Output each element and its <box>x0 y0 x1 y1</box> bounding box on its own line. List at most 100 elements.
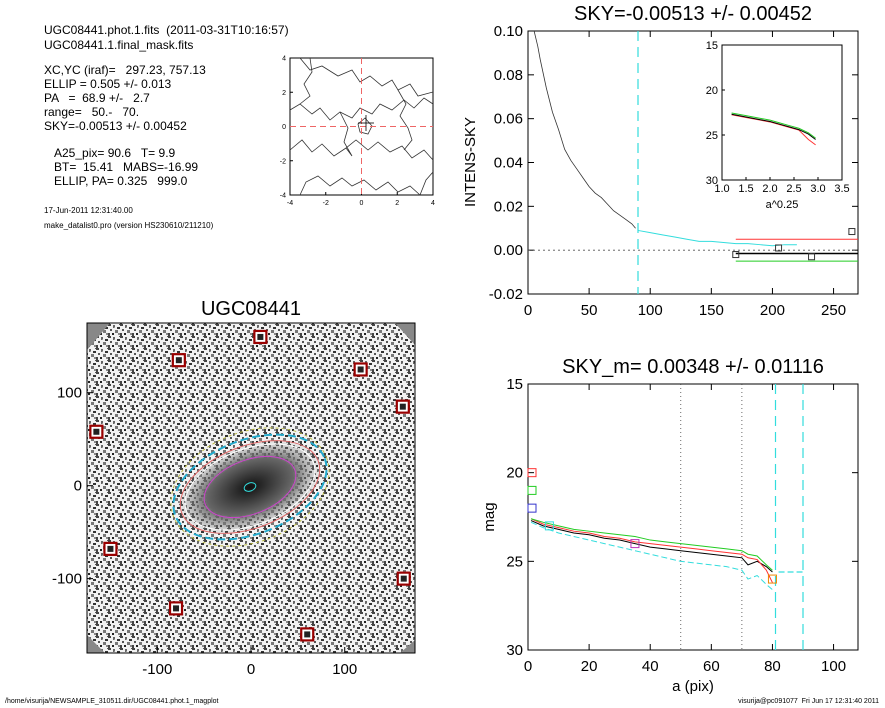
masked-star-core <box>257 333 264 340</box>
mag-xtick-label: 0 <box>524 658 532 675</box>
info-a25: A25_pix= 90.6 T= 9.9 <box>54 146 176 160</box>
profile-ytick-label: 0.08 <box>494 67 523 84</box>
outer-isophote-yellow <box>170 427 330 547</box>
inset-xtick-label: 3.0 <box>810 183 825 195</box>
isophote-white <box>184 443 316 531</box>
masked-star-core <box>304 631 311 638</box>
inset-xtick-label: 2.0 <box>762 183 777 195</box>
profile-marker <box>732 251 740 259</box>
masked-star-core <box>107 545 114 552</box>
inset-ytick-label: 25 <box>706 130 718 142</box>
contour-ytick-label: -2 <box>280 158 286 165</box>
info-ellip-pa: ELLIP, PA= 0.325 999.0 <box>54 174 188 188</box>
mag-xlabel: a (pix) <box>672 678 714 695</box>
contour-xtick-label: -4 <box>287 200 293 207</box>
footer-user: visurija@pc091077 Fri Jun 17 12:31:40 20… <box>738 698 879 705</box>
mag-xtick-label: 40 <box>642 658 659 675</box>
mag-marker-cyan <box>544 521 554 531</box>
magnitude-plot: SKY_m= 0.00348 +/- 0.01116 0 20 40 60 80 100 1… <box>481 356 859 695</box>
info-mask: UGC08441.1.final_mask.fits <box>44 38 194 52</box>
inset-frame <box>721 44 843 181</box>
contour-lines <box>289 57 434 196</box>
mag-xtick-label: 100 <box>821 658 846 675</box>
info-file: UGC08441.phot.1.fits (2011-03-31T10:16:5… <box>44 23 289 37</box>
isophote-red <box>179 440 321 534</box>
mag-series-green <box>530 518 773 571</box>
info-pa: PA = 68.9 +/- 2.7 <box>44 91 150 105</box>
profile-marker <box>848 228 856 236</box>
isophote-magenta <box>203 455 297 519</box>
mag-marker-orange <box>767 574 777 584</box>
image-title: UGC08441 <box>201 298 301 320</box>
image-xtick-label: 100 <box>332 661 357 678</box>
profile-title: SKY=-0.00513 +/- 0.00452 <box>574 3 812 25</box>
info-program: make_datalist0.pro (version HS230610/211… <box>44 221 214 230</box>
profile-ytick-label: 0.06 <box>494 111 523 128</box>
mag-ylabel: mag <box>481 502 498 531</box>
mag-marker-magenta <box>630 539 640 549</box>
inset-xtick-label: 1.5 <box>738 183 753 195</box>
profile-xtick-label: 50 <box>581 302 598 319</box>
inset-black-curve <box>731 113 816 140</box>
contour-xtick-label: 0 <box>360 200 364 207</box>
info-range: range= 50.- 70. <box>44 105 140 119</box>
footer-path: /home/visurija/NEWSAMPLE_310511.dir/UGC0… <box>5 698 219 705</box>
profile-xtick-label: 100 <box>638 302 663 319</box>
contour-ytick-label: 2 <box>282 90 286 97</box>
isophote-cyan <box>172 433 328 541</box>
profile-ytick-label: 0.00 <box>494 242 523 259</box>
contour-ytick-label: 4 <box>282 56 286 63</box>
mag-xtick-label: 80 <box>764 658 781 675</box>
profile-ylabel: INTENS-SKY <box>462 117 479 207</box>
mag-xtick-label: 60 <box>703 658 720 675</box>
info-ellip: ELLIP = 0.505 +/- 0.013 <box>44 77 172 91</box>
contour-ytick-label: 0 <box>282 124 286 131</box>
mag-ytick-label: 20 <box>506 465 523 482</box>
profile-ytick-label: 0.04 <box>494 155 523 172</box>
isophote-core <box>243 482 257 492</box>
mag-ytick-label: 15 <box>506 376 523 393</box>
info-xcyc: XC,YC (iraf)= 297.23, 757.13 <box>44 63 206 77</box>
mag-ytick-label: 30 <box>506 642 523 659</box>
inset-green-curve <box>731 112 816 139</box>
image-ytick-label: 100 <box>57 385 82 402</box>
contour-xtick-label: 4 <box>431 200 435 207</box>
mag-series-cyan <box>530 521 773 591</box>
profile-ytick-label: -0.02 <box>489 286 523 303</box>
mag-marker-green <box>527 485 537 495</box>
mag-series-black <box>530 520 773 573</box>
image-xtick-label: 0 <box>247 661 255 678</box>
image-ytick-label: -100 <box>52 571 82 588</box>
profile-marker <box>808 253 816 261</box>
profile-ytick-label: 0.02 <box>494 198 523 215</box>
mag-xtick-label: 20 <box>581 658 598 675</box>
contour-plot: -4 -2 0 2 4 -4 -2 0 2 4 <box>280 56 435 208</box>
galaxy-image-panel: UGC08441 <box>52 298 416 678</box>
image-ytick-label: 0 <box>74 478 82 495</box>
masked-star-core <box>175 357 182 364</box>
mag-series-red <box>530 518 773 583</box>
image-xtick-label: -100 <box>142 661 172 678</box>
mag-frame <box>527 383 859 651</box>
inset-ytick-label: 30 <box>706 175 718 187</box>
profile-xtick-label: 0 <box>524 302 532 319</box>
masked-star-core <box>93 428 100 435</box>
mag-marker-blue <box>527 503 537 513</box>
contour-xtick-label: 2 <box>395 200 399 207</box>
masked-star-core <box>357 366 364 373</box>
inset-xlabel: a^0.25 <box>766 199 799 211</box>
mag-marker-red <box>527 468 537 478</box>
info-date: 17-Jun-2011 12:31:40.00 <box>44 206 133 215</box>
profile-marker <box>775 244 783 252</box>
masked-star-core <box>173 605 180 612</box>
info-bt: BT= 15.41 MABS=-16.99 <box>54 160 199 174</box>
profile-plot: SKY=-0.00513 +/- 0.00452 0 50 100 150 200 250… <box>462 3 859 319</box>
mag-ytick-label: 25 <box>506 553 523 570</box>
masked-star-core <box>400 575 407 582</box>
inset-xtick-label: 3.5 <box>834 183 849 195</box>
contour-xtick-label: -2 <box>323 200 329 207</box>
profile-xtick-label: 150 <box>699 302 724 319</box>
masked-star-core <box>399 403 406 410</box>
inset-xtick-label: 2.5 <box>786 183 801 195</box>
